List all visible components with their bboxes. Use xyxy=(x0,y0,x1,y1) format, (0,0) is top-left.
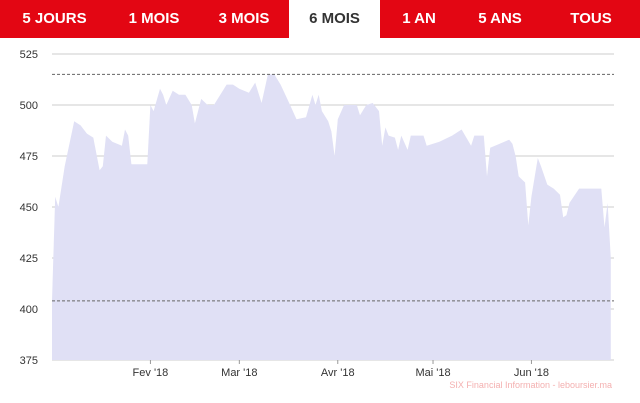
x-tick-label: Jun '18 xyxy=(514,367,549,379)
tab-tous[interactable]: TOUS xyxy=(570,10,612,27)
x-tick-label: Fev '18 xyxy=(133,367,169,379)
area-series xyxy=(52,74,611,361)
y-axis: 375 400 425 450 475 500 525 xyxy=(20,49,38,367)
tab-6-mois[interactable]: 6 MOIS xyxy=(289,0,380,38)
tab-1-mois[interactable]: 1 MOIS xyxy=(128,10,180,27)
x-tick-label: Mar '18 xyxy=(221,367,257,379)
x-tick-label: Mai '18 xyxy=(415,367,450,379)
tab-3-mois[interactable]: 3 MOIS xyxy=(218,10,270,27)
x-axis: Fev '18 Mar '18 Avr '18 Mai '18 Jun '18 xyxy=(133,360,549,379)
data-credit: SIX Financial Information - leboursier.m… xyxy=(449,380,612,390)
price-chart: 375 400 425 450 475 500 525 Fev '18 Mar '18 Avr … xyxy=(20,49,614,390)
tab-5-ans[interactable]: 5 ANS xyxy=(478,10,522,27)
y-tick-label: 525 xyxy=(20,49,38,61)
tab-5-jours[interactable]: 5 JOURS xyxy=(22,10,87,27)
y-tick-label: 500 xyxy=(20,100,38,112)
y-tick-label: 450 xyxy=(20,202,38,214)
x-tick-label: Avr '18 xyxy=(321,367,355,379)
y-tick-label: 425 xyxy=(20,253,38,265)
price-area xyxy=(52,74,611,361)
tab-1-an[interactable]: 1 AN xyxy=(402,10,436,27)
reference-lines xyxy=(52,73,614,302)
y-tick-label: 375 xyxy=(20,355,38,367)
y-tick-label: 475 xyxy=(20,151,38,163)
y-tick-label: 400 xyxy=(20,304,38,316)
period-tabs: 5 JOURS 1 MOIS 3 MOIS 6 MOIS 1 AN 5 ANS … xyxy=(0,0,640,38)
